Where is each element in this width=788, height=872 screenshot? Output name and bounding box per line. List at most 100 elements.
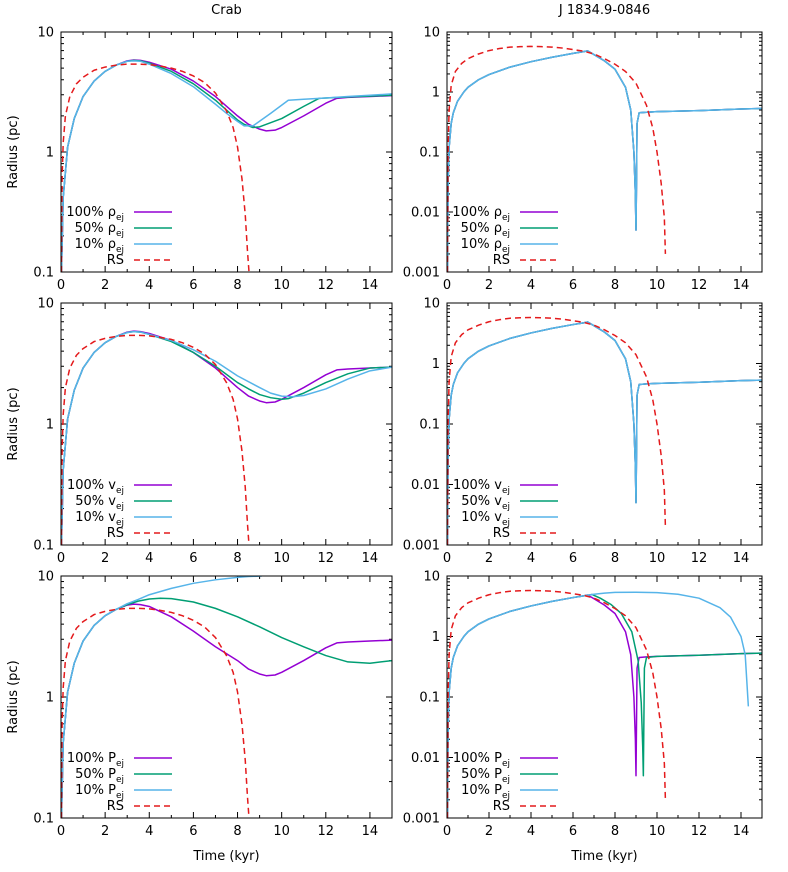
legend-label-main: 50% P xyxy=(461,767,502,782)
legend-label-main: 50% ρ xyxy=(75,221,116,236)
x-tick-label: 14 xyxy=(733,278,750,293)
legend-label-main: 100% P xyxy=(453,751,502,766)
x-tick-label: 12 xyxy=(318,824,335,839)
plot-frame xyxy=(60,31,393,273)
x-tick-label: 12 xyxy=(691,824,708,839)
y-tick-label: 0.1 xyxy=(33,812,54,827)
x-tick-label: 8 xyxy=(611,551,619,566)
x-tick-label: 8 xyxy=(233,824,241,839)
legend-label-sub: ej xyxy=(502,502,510,512)
legend-label: 10% ρej xyxy=(75,237,124,255)
x-axis-label: Time (kyr) xyxy=(570,849,637,864)
x-tick-label: 4 xyxy=(145,278,153,293)
legend-label: 50% Pej xyxy=(75,767,124,785)
y-axis-label: Radius (pc) xyxy=(6,115,21,188)
y-tick-label: 1 xyxy=(432,86,440,101)
series-line-4 xyxy=(447,316,667,545)
x-tick-label: 0 xyxy=(443,824,451,839)
y-tick-label: 0.01 xyxy=(411,751,440,766)
legend-label-main: RS xyxy=(493,253,510,268)
series-line-4 xyxy=(61,607,250,818)
x-tick-label: 0 xyxy=(443,551,451,566)
legend-label: 100% vej xyxy=(453,478,510,496)
legend-label: 50% Pej xyxy=(461,767,510,785)
legend-label-sub: ej xyxy=(116,791,124,801)
x-tick-label: 6 xyxy=(569,824,577,839)
y-tick-label: 10 xyxy=(37,26,54,41)
y-tick-label: 10 xyxy=(37,570,54,585)
legend-label-main: 50% ρ xyxy=(461,221,502,236)
y-tick-label: 10 xyxy=(423,297,440,312)
legend-label-sub: ej xyxy=(502,759,510,769)
plot-frame xyxy=(60,575,393,819)
x-tick-label: 12 xyxy=(691,278,708,293)
x-tick-label: 4 xyxy=(527,551,535,566)
legend-label: RS xyxy=(107,799,124,814)
legend-label: 50% ρej xyxy=(461,221,510,239)
plot-frame xyxy=(446,302,763,546)
legend-label-main: 10% ρ xyxy=(461,237,502,252)
legend-label-main: 50% P xyxy=(75,767,116,782)
y-axis-label: Radius (pc) xyxy=(6,387,21,460)
plot-frame xyxy=(60,302,393,546)
x-tick-label: 14 xyxy=(362,278,379,293)
legend-label: 100% Pej xyxy=(453,751,510,769)
x-tick-label: 2 xyxy=(101,278,109,293)
x-tick-label: 2 xyxy=(485,824,493,839)
legend-label-sub: ej xyxy=(116,245,124,255)
legend-label: 100% Pej xyxy=(67,751,124,769)
x-tick-label: 12 xyxy=(318,551,335,566)
legend-label-main: 10% P xyxy=(75,783,116,798)
legend-label: 50% ρej xyxy=(75,221,124,239)
legend-label-main: 50% v xyxy=(75,494,116,509)
y-tick-label: 1 xyxy=(46,146,54,161)
x-tick-label: 0 xyxy=(57,824,65,839)
x-tick-label: 8 xyxy=(233,551,241,566)
legend-label-main: RS xyxy=(493,799,510,814)
x-tick-label: 14 xyxy=(362,551,379,566)
legend-label: RS xyxy=(493,799,510,814)
series-line-3 xyxy=(61,60,392,272)
x-tick-label: 0 xyxy=(443,278,451,293)
legend-label-main: 100% v xyxy=(67,478,116,493)
legend-label-sub: ej xyxy=(502,518,510,528)
legend-label: 100% ρej xyxy=(452,205,510,223)
legend-label-sub: ej xyxy=(116,518,124,528)
x-tick-label: 10 xyxy=(649,824,666,839)
legend-label-main: RS xyxy=(107,253,124,268)
series-line-3 xyxy=(61,330,392,545)
legend-label-sub: ej xyxy=(502,245,510,255)
legend-label-sub: ej xyxy=(502,791,510,801)
plot-frame xyxy=(446,31,763,273)
x-tick-label: 6 xyxy=(189,551,197,566)
legend-label-main: 10% ρ xyxy=(75,237,116,252)
x-tick-label: 10 xyxy=(649,278,666,293)
x-tick-label: 10 xyxy=(273,551,290,566)
legend-label: 50% vej xyxy=(461,494,510,512)
x-tick-label: 12 xyxy=(691,551,708,566)
y-tick-label: 1 xyxy=(432,357,440,372)
legend-label: 100% ρej xyxy=(66,205,124,223)
legend-label: 10% vej xyxy=(461,510,510,528)
x-tick-label: 6 xyxy=(569,278,577,293)
x-tick-label: 0 xyxy=(57,278,65,293)
legend-label-main: RS xyxy=(107,526,124,541)
chart-title: J 1834.9-0846 xyxy=(558,3,650,18)
legend-label: 100% vej xyxy=(67,478,124,496)
legend-label-main: 10% P xyxy=(461,783,502,798)
y-tick-label: 0.01 xyxy=(411,478,440,493)
legend-label-sub: ej xyxy=(502,775,510,785)
legend-label: RS xyxy=(493,253,510,268)
legend-label-main: 100% ρ xyxy=(66,205,116,220)
legend-label: 10% vej xyxy=(75,510,124,528)
x-tick-label: 4 xyxy=(527,278,535,293)
legend-label: 10% Pej xyxy=(75,783,124,801)
x-tick-label: 14 xyxy=(362,824,379,839)
y-tick-label: 10 xyxy=(37,297,54,312)
y-tick-label: 10 xyxy=(423,26,440,41)
